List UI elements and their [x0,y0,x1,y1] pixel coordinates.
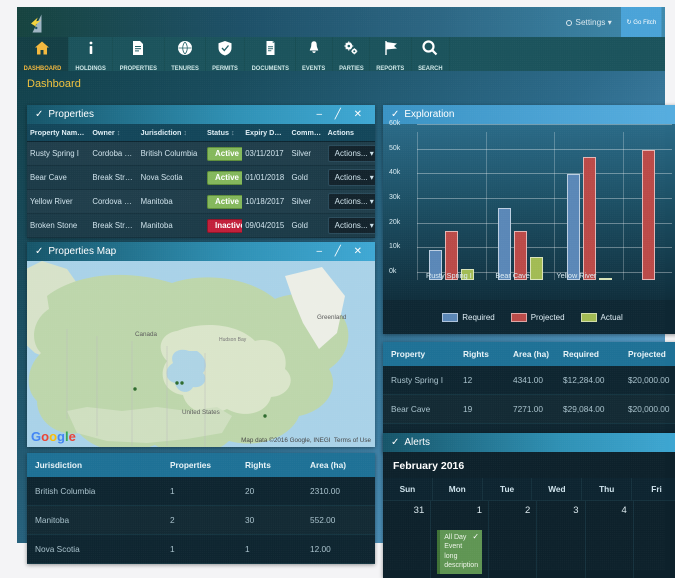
svg-text:Hudson Bay: Hudson Bay [219,337,247,343]
svg-text:United States: United States [182,409,220,416]
svg-text:Greenland: Greenland [317,314,347,321]
svg-text:Canada: Canada [135,331,158,338]
